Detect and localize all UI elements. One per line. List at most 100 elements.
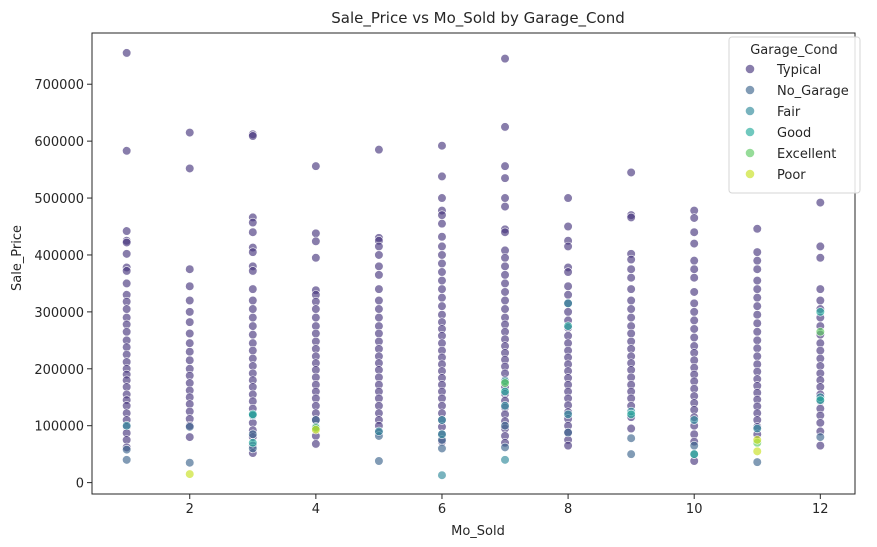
data-point bbox=[374, 250, 384, 260]
data-point bbox=[374, 304, 384, 314]
data-point bbox=[437, 293, 447, 303]
data-point bbox=[185, 458, 195, 468]
data-point bbox=[752, 318, 762, 328]
data-point bbox=[500, 442, 510, 452]
data-point bbox=[626, 312, 636, 323]
x-tick-label: 2 bbox=[186, 502, 194, 517]
data-point bbox=[122, 445, 132, 455]
data-point bbox=[563, 441, 573, 451]
legend-marker bbox=[745, 127, 755, 137]
data-point bbox=[185, 328, 195, 339]
y-tick-label: 500000 bbox=[34, 192, 84, 207]
data-point bbox=[122, 455, 132, 465]
data-point bbox=[752, 423, 762, 434]
data-point bbox=[626, 212, 636, 222]
data-point bbox=[689, 307, 699, 317]
x-axis: 2 4 6 8 10 12 bbox=[186, 494, 829, 517]
chart-title: Sale_Price vs Mo_Sold by Garage_Cond bbox=[331, 9, 624, 28]
x-axis-label: Mo_Sold bbox=[451, 524, 505, 539]
data-point bbox=[248, 345, 258, 356]
data-point bbox=[815, 345, 825, 356]
data-point bbox=[311, 228, 321, 238]
y-tick-label: 200000 bbox=[34, 363, 84, 378]
legend-box bbox=[728, 36, 861, 194]
data-point bbox=[500, 421, 510, 431]
data-point bbox=[311, 425, 321, 435]
data-point bbox=[752, 256, 762, 266]
data-point bbox=[185, 307, 195, 317]
data-point bbox=[752, 335, 762, 345]
data-point bbox=[437, 232, 447, 242]
data-point bbox=[626, 433, 636, 443]
data-point bbox=[500, 378, 510, 388]
data-point bbox=[815, 395, 825, 405]
data-point bbox=[500, 287, 510, 297]
data-point bbox=[437, 267, 447, 277]
data-point bbox=[437, 275, 447, 286]
data-point bbox=[185, 281, 195, 291]
data-point bbox=[122, 249, 132, 259]
data-point bbox=[185, 432, 195, 442]
data-point bbox=[626, 254, 636, 265]
data-point bbox=[437, 284, 447, 294]
data-point bbox=[500, 401, 510, 411]
data-point bbox=[500, 304, 510, 314]
data-point bbox=[815, 241, 825, 252]
data-point bbox=[185, 127, 195, 138]
data-point bbox=[500, 122, 510, 132]
data-point bbox=[689, 227, 699, 237]
data-point bbox=[248, 131, 258, 141]
data-point bbox=[311, 253, 321, 263]
data-point bbox=[122, 226, 132, 236]
data-point bbox=[752, 264, 762, 274]
data-point bbox=[374, 328, 384, 339]
x-tick-label: 12 bbox=[812, 502, 829, 517]
data-point bbox=[500, 386, 510, 397]
data-point bbox=[563, 298, 573, 308]
data-point bbox=[185, 264, 195, 274]
data-point bbox=[122, 48, 132, 58]
legend-label: Fair bbox=[777, 105, 801, 120]
data-point bbox=[563, 409, 573, 419]
data-point bbox=[752, 247, 762, 257]
data-point bbox=[185, 347, 195, 357]
data-point bbox=[374, 270, 384, 280]
data-point bbox=[689, 441, 699, 451]
data-point bbox=[689, 324, 699, 334]
data-point bbox=[689, 332, 699, 343]
data-point bbox=[437, 141, 447, 151]
legend-marker bbox=[745, 169, 755, 179]
data-point bbox=[752, 310, 762, 320]
data-point bbox=[374, 312, 384, 323]
data-point bbox=[248, 304, 258, 314]
data-point bbox=[500, 270, 510, 280]
data-point bbox=[248, 247, 258, 257]
legend-label: Excellent bbox=[777, 147, 836, 162]
y-tick-label: 100000 bbox=[34, 420, 84, 435]
data-point bbox=[248, 312, 258, 323]
data-point bbox=[122, 327, 132, 337]
data-point bbox=[122, 304, 132, 314]
data-point bbox=[500, 455, 510, 465]
y-tick-label: 0 bbox=[76, 477, 84, 492]
data-point bbox=[437, 171, 447, 182]
data-point bbox=[248, 409, 258, 419]
data-point bbox=[374, 284, 384, 294]
data-point bbox=[689, 256, 699, 266]
data-point bbox=[626, 273, 636, 283]
data-point bbox=[626, 328, 636, 339]
data-point bbox=[815, 307, 825, 317]
data-point bbox=[626, 295, 636, 306]
data-point bbox=[500, 54, 510, 64]
y-tick-label: 700000 bbox=[34, 78, 84, 93]
data-point bbox=[563, 221, 573, 232]
data-point bbox=[752, 275, 762, 286]
data-point bbox=[752, 327, 762, 337]
data-point bbox=[437, 443, 447, 454]
legend-label: Poor bbox=[777, 168, 806, 183]
data-point bbox=[248, 438, 258, 448]
data-point bbox=[689, 315, 699, 326]
data-point bbox=[248, 217, 258, 228]
data-point bbox=[248, 295, 258, 306]
data-point bbox=[815, 432, 825, 442]
